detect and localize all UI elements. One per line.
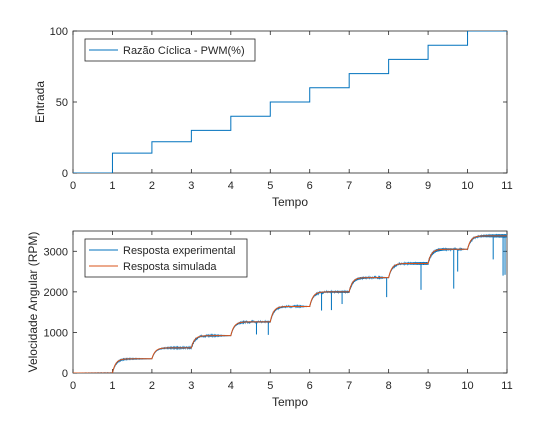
x-tick-label: 10 <box>461 380 473 392</box>
legend-box <box>84 238 248 278</box>
x-tick-label: 4 <box>228 180 234 192</box>
legend-entry: Razão Cíclica - PWM(%) <box>123 45 245 57</box>
y-tick-label: 3000 <box>44 246 68 258</box>
x-tick-label: 7 <box>346 380 352 392</box>
x-tick-label: 10 <box>461 180 473 192</box>
plot-area <box>73 233 507 373</box>
y-tick-label: 50 <box>56 97 68 109</box>
x-tick-label: 11 <box>501 380 512 392</box>
x-tick-label: 5 <box>267 180 273 192</box>
y-axis-label: Entrada <box>33 81 47 123</box>
plot-area <box>73 31 507 173</box>
legend-box <box>84 38 256 62</box>
x-tick-label: 1 <box>109 380 115 392</box>
x-tick-label: 0 <box>70 380 76 392</box>
y-tick-label: 0 <box>62 368 68 380</box>
y-tick-label: 0 <box>62 168 68 180</box>
x-tick-label: 2 <box>149 180 155 192</box>
series-line-1 <box>73 235 507 373</box>
x-tick-label: 0 <box>70 180 76 192</box>
x-tick-label: 2 <box>149 380 155 392</box>
legend: Resposta experimental Resposta simulada <box>84 238 248 278</box>
x-tick-label: 3 <box>188 380 194 392</box>
y-tick-label: 2000 <box>44 287 68 299</box>
x-tick-label: 6 <box>307 180 313 192</box>
y-tick-label: 100 <box>50 26 68 38</box>
x-tick-label: 9 <box>425 180 431 192</box>
x-tick-label: 8 <box>386 180 392 192</box>
x-tick-label: 1 <box>109 180 115 192</box>
x-tick-label: 5 <box>267 380 273 392</box>
y-axis-label: Velocidade Angular (RPM) <box>26 232 40 373</box>
legend-entry: Resposta experimental <box>123 245 236 257</box>
x-tick-label: 11 <box>501 180 512 192</box>
x-tick-label: 4 <box>228 380 234 392</box>
x-tick-label: 9 <box>425 380 431 392</box>
x-tick-label: 7 <box>346 180 352 192</box>
y-tick-label: 1000 <box>44 327 68 339</box>
series-line-0 <box>73 31 507 173</box>
x-tick-label: 3 <box>188 180 194 192</box>
bottom-axes: 0 1 2 3 4 5 6 7 8 9 10 11 0 1000 2000 3000 Tempo Velocida… <box>26 230 513 409</box>
legend-entry: Resposta simulada <box>123 261 217 273</box>
x-axis-label: Tempo <box>272 395 308 409</box>
x-tick-label: 6 <box>307 380 313 392</box>
legend: Razão Cíclica - PWM(%) <box>84 38 256 62</box>
x-axis-label: Tempo <box>272 195 308 209</box>
x-tick-label: 8 <box>386 380 392 392</box>
top-axes: 0 1 2 3 4 5 6 7 8 9 10 11 0 50 100 Tempo Entrada Razão Cí… <box>33 26 513 209</box>
